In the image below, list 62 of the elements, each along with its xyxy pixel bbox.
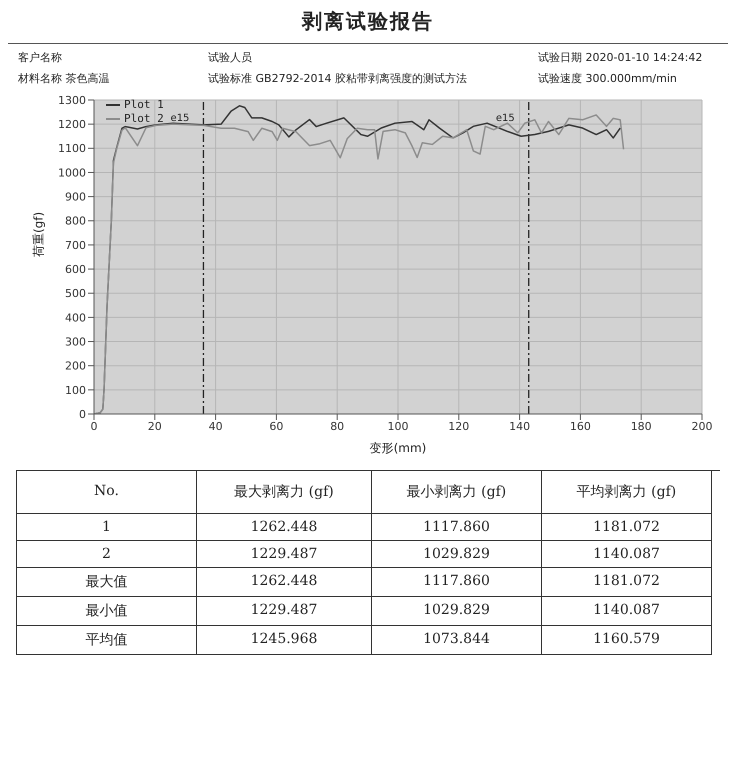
y-tick-label: 1000 [58, 166, 86, 180]
x-tick-label: 160 [570, 420, 591, 433]
x-tick-label: 40 [208, 420, 223, 433]
y-tick-label: 1300 [58, 94, 86, 107]
text: 1181.072 [542, 568, 712, 597]
y-tick-label: 1100 [58, 142, 86, 156]
ref-line-label: e15 [496, 113, 515, 124]
y-tick-label: 100 [65, 384, 86, 397]
text: 最小剥离力 (gf) [372, 471, 542, 514]
x-tick-label: 120 [448, 420, 470, 433]
text: 1029.829 [372, 541, 542, 568]
y-tick-label: 0 [79, 408, 86, 421]
y-axis-title: 荷重(gf) [31, 212, 46, 257]
text: 1140.087 [542, 597, 712, 626]
text: 最大值 [17, 568, 197, 597]
text: 1 [17, 514, 197, 541]
y-tick-label: 200 [65, 360, 86, 373]
text: 试验人员 [208, 50, 253, 65]
text: 1117.860 [372, 514, 542, 541]
x-tick-label: 20 [148, 420, 162, 433]
text: 1229.487 [197, 597, 372, 626]
y-tick-label: 500 [65, 287, 86, 300]
text: 平均剥离力 (gf) [542, 471, 712, 514]
text: 客户名称 [18, 50, 63, 65]
x-tick-label: 60 [269, 420, 284, 433]
ref-line-label: e15 [170, 113, 190, 124]
text: 2 [17, 541, 197, 568]
text: No. [17, 471, 197, 514]
text: 1117.860 [372, 568, 542, 597]
chart-title: 剥离试验报告 [8, 8, 728, 44]
text: 最大剥离力 (gf) [197, 471, 372, 514]
text: 1245.968 [197, 626, 372, 655]
text: 材料名称 茶色高温 [18, 71, 110, 86]
y-tick-label: 900 [65, 190, 86, 204]
y-tick-label: 800 [65, 214, 86, 228]
text: 1073.844 [372, 626, 542, 655]
y-tick-label: 400 [65, 311, 86, 324]
y-tick-label: 1200 [58, 118, 86, 132]
text: 试验速度 300.000mm/min [538, 71, 678, 86]
text: 1262.448 [197, 514, 372, 541]
legend-label: Plot 1 [124, 98, 164, 112]
text: 1262.448 [197, 568, 372, 597]
x-tick-label: 200 [692, 420, 712, 433]
text: 平均值 [17, 626, 197, 655]
text: 1229.487 [197, 541, 372, 568]
y-tick-label: 700 [65, 238, 86, 252]
y-tick-label: 600 [65, 262, 86, 276]
text: 1029.829 [372, 597, 542, 626]
text: 1160.579 [542, 626, 712, 655]
x-tick-label: 100 [388, 420, 408, 433]
x-tick-label: 140 [509, 420, 530, 433]
text: 1181.072 [542, 514, 712, 541]
text: 试验标准 GB2792-2014 胶粘带剥离强度的测试方法 [208, 71, 468, 86]
x-tick-label: 0 [90, 420, 98, 433]
y-tick-label: 300 [65, 335, 86, 348]
text: 最小值 [17, 597, 197, 626]
legend-label: Plot 2 [124, 112, 164, 126]
text: 1140.087 [542, 541, 712, 568]
x-axis-title: 变形(mm) [370, 441, 426, 455]
x-tick-label: 180 [630, 420, 652, 433]
text: 试验日期 2020-01-10 14:24:42 [538, 50, 704, 65]
x-tick-label: 80 [330, 420, 344, 433]
